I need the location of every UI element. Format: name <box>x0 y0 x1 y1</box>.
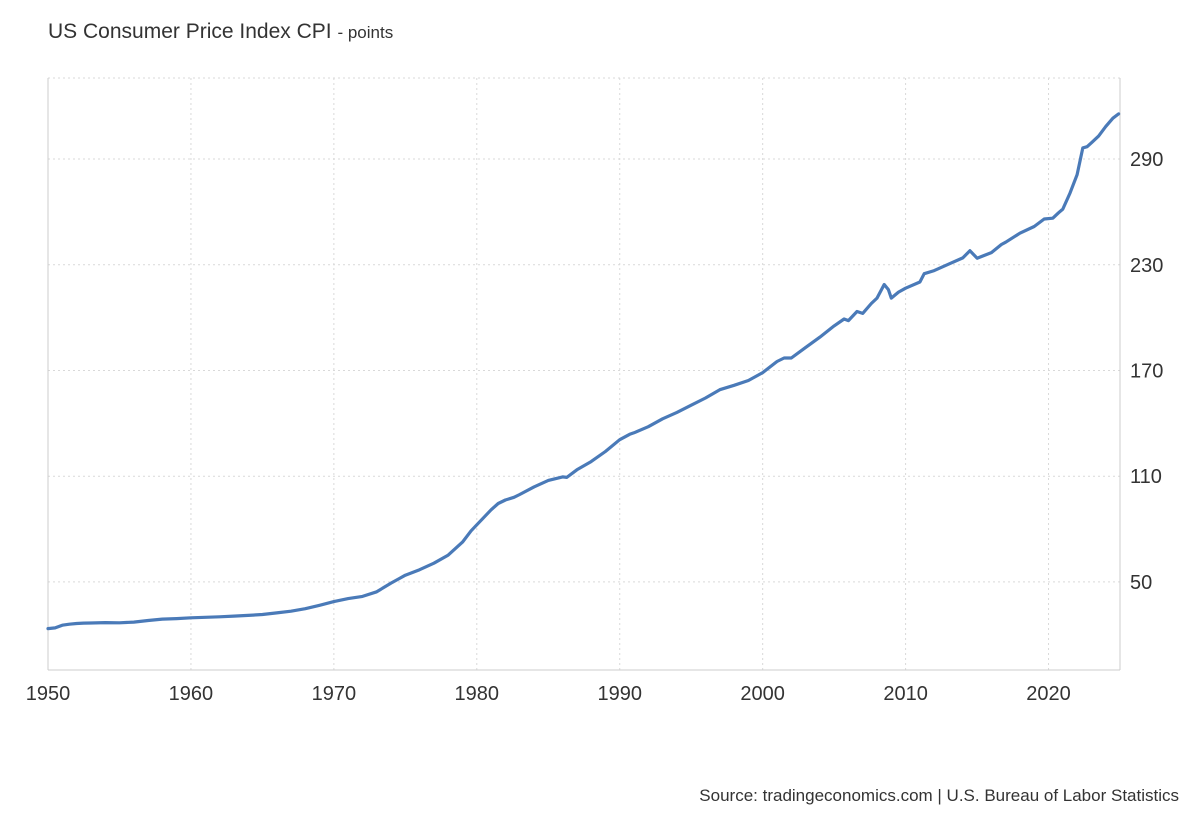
y-tick-label: 110 <box>1130 466 1162 488</box>
series-layer <box>46 112 1121 631</box>
y-tick-label: 290 <box>1130 149 1163 171</box>
x-tick-label: 1950 <box>26 683 71 705</box>
y-tick-label: 50 <box>1130 572 1152 594</box>
x-tick-label: 2020 <box>1026 683 1071 705</box>
chart-title-block: US Consumer Price Index CPI - points <box>48 20 393 44</box>
x-tick-label: 1970 <box>312 683 357 705</box>
axis-layer <box>47 77 1121 671</box>
source-attribution: Source: tradingeconomics.com | U.S. Bure… <box>699 786 1179 805</box>
x-tick-label: 2000 <box>740 683 785 705</box>
cpi-series-line <box>46 112 1121 631</box>
x-tick-label: 1960 <box>169 683 214 705</box>
x-tick-label: 1980 <box>455 683 500 705</box>
x-tick-label: 2010 <box>883 683 928 705</box>
y-tick-label: 230 <box>1130 255 1163 277</box>
grid-layer <box>47 78 1120 670</box>
tick-label-layer: 1950 1960 1970 1980 1990 2000 2010 2020 50 110 170… <box>26 149 1164 705</box>
chart-unit: - points <box>337 23 394 42</box>
chart-title: US Consumer Price Index CPI <box>48 20 332 43</box>
y-tick-label: 170 <box>1130 360 1163 382</box>
x-tick-label: 1990 <box>597 683 642 705</box>
